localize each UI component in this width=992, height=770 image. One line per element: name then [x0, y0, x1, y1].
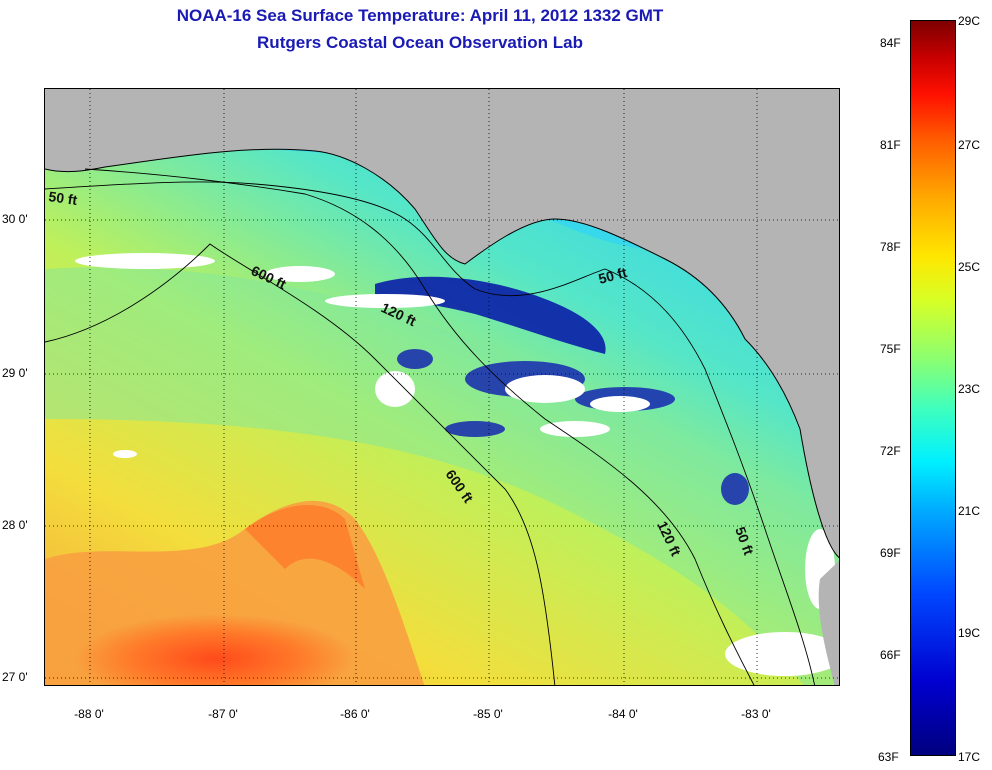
colorbar-c-label: 29C — [958, 14, 981, 28]
lat-label: 30 0' — [2, 212, 28, 226]
lon-label: -84 0' — [608, 707, 638, 721]
land-florida-panhandle — [45, 89, 839, 558]
colorbar-c-label: 25C — [958, 260, 981, 274]
lon-label: -83 0' — [741, 707, 771, 721]
lat-label: 29 0' — [2, 366, 28, 380]
colorbar-f-label: 72F — [880, 444, 901, 458]
map-title: NOAA-16 Sea Surface Temperature: April 1… — [176, 6, 664, 25]
colorbar-c-label: 19C — [958, 626, 981, 640]
lon-label: -86 0' — [340, 707, 370, 721]
contour-120ft — [84, 168, 755, 685]
contour-label: 50 ft — [48, 188, 79, 208]
colorbar-f-label: 78F — [880, 240, 901, 254]
coastline — [45, 148, 839, 558]
lon-label: -87 0' — [208, 707, 238, 721]
temperature-colorbar — [910, 20, 956, 756]
map-subtitle: Rutgers Coastal Ocean Observation Lab — [257, 33, 583, 52]
lon-label: -85 0' — [473, 707, 503, 721]
warm-filament — [245, 505, 365, 589]
land-peninsula — [818, 560, 839, 685]
colorbar-c-label: 23C — [958, 382, 981, 396]
contour-label: 50 ft — [597, 264, 629, 287]
lat-label: 28 0' — [2, 518, 28, 532]
warmest-core — [75, 614, 355, 685]
colorbar-f-label: 81F — [880, 138, 901, 152]
cold-plume — [375, 276, 606, 354]
contour-50ft — [45, 181, 816, 685]
colorbar-c-label: 21C — [958, 504, 981, 518]
colorbar-c-label: 17C — [958, 750, 981, 764]
contour-600ft — [45, 243, 556, 685]
colorbar-f-label: 66F — [880, 648, 901, 662]
lon-label: -88 0' — [74, 707, 104, 721]
lat-label: 27 0' — [2, 670, 28, 684]
colorbar-f-label: 75F — [880, 342, 901, 356]
mid-shelf-water — [45, 267, 839, 685]
colorbar-f-label: 63F — [878, 750, 899, 764]
graticule — [45, 89, 839, 685]
colorbar-f-label: 84F — [880, 36, 901, 50]
bathymetry-contours — [45, 168, 816, 685]
colorbar-c-label: 27C — [958, 138, 981, 152]
sst-map-canvas: 50 ft 600 ft 120 ft 50 ft 600 ft 120 ft … — [45, 89, 839, 685]
sst-map: 50 ft 600 ft 120 ft 50 ft 600 ft 120 ft … — [44, 88, 840, 686]
colorbar-f-label: 69F — [880, 546, 901, 560]
